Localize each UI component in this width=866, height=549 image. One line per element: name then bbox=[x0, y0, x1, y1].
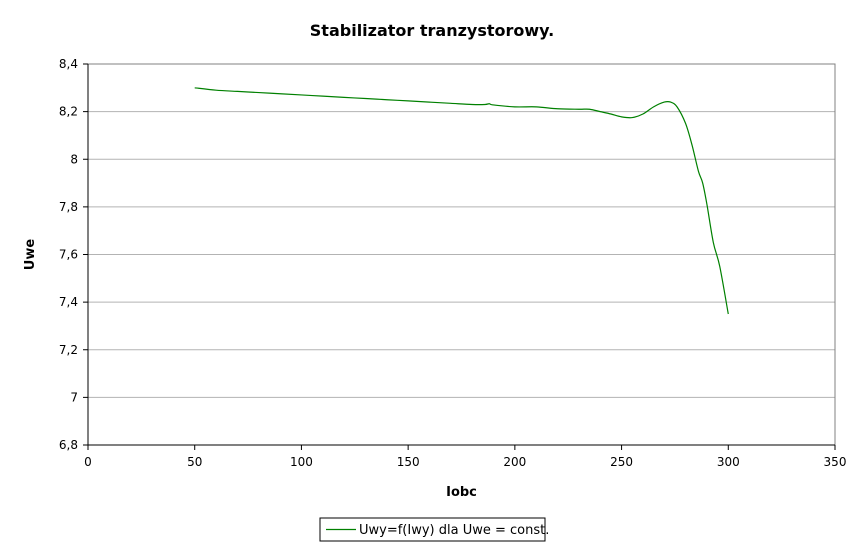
x-tick-label: 350 bbox=[824, 455, 847, 469]
chart-title: Stabilizator tranzystorowy. bbox=[310, 21, 554, 40]
x-tick-label: 50 bbox=[187, 455, 202, 469]
gridlines bbox=[88, 111, 835, 398]
y-tick-label: 8,2 bbox=[59, 105, 78, 119]
y-tick-label: 7 bbox=[70, 390, 78, 404]
series-line bbox=[194, 87, 729, 315]
y-tick-label: 8,4 bbox=[59, 57, 78, 71]
y-tick-label: 7,4 bbox=[59, 295, 78, 309]
y-tick-label: 7,8 bbox=[59, 200, 78, 214]
y-tick-label: 8 bbox=[70, 152, 78, 166]
x-axis-ticks: 0 50 100 150 200 250 300 350 bbox=[84, 445, 846, 469]
series-layer bbox=[194, 87, 729, 315]
legend: Uwy=f(Iwy) dla Uwe = const. bbox=[319, 517, 549, 542]
y-tick-label: 7,2 bbox=[59, 343, 78, 357]
x-tick-label: 300 bbox=[717, 455, 740, 469]
y-tick-label: 6,8 bbox=[59, 438, 78, 452]
y-tick-label: 7,6 bbox=[59, 248, 78, 262]
x-tick-label: 100 bbox=[290, 455, 313, 469]
y-axis-ticks: 6,8 7 7,2 7,4 7,6 7,8 8 8,2 8,4 bbox=[59, 57, 88, 452]
x-tick-label: 200 bbox=[503, 455, 526, 469]
x-tick-label: 250 bbox=[610, 455, 633, 469]
legend-box bbox=[319, 517, 546, 542]
x-tick-label: 150 bbox=[397, 455, 420, 469]
x-tick-label: 0 bbox=[84, 455, 92, 469]
legend-label: Uwy=f(Iwy) dla Uwe = const. bbox=[359, 523, 549, 538]
y-axis-title: Uwe bbox=[23, 239, 38, 271]
x-axis-title: Iobc bbox=[446, 485, 477, 500]
